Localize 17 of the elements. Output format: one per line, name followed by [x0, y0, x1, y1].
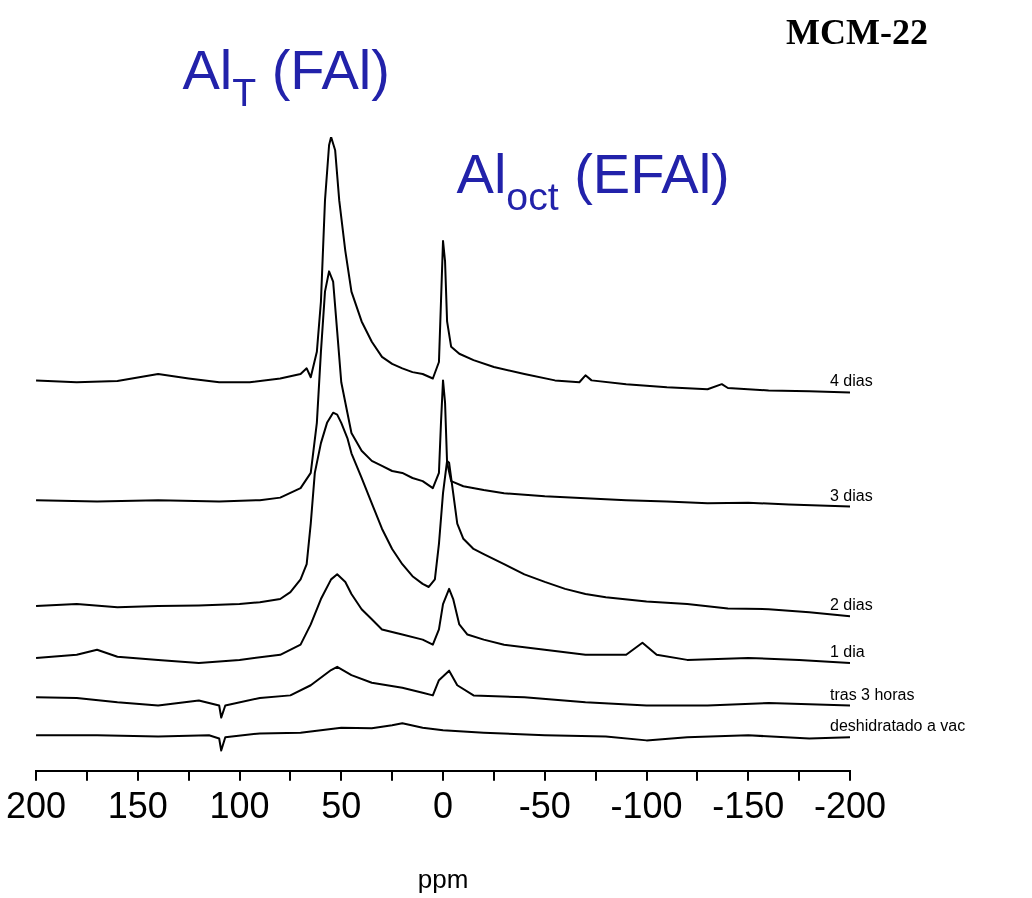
x-tick-label: 50: [321, 785, 362, 827]
series-label: deshidratado a vac: [830, 717, 966, 735]
x-tick-label: 0: [433, 785, 454, 827]
series-label: 2 dias: [830, 596, 873, 614]
series-label: 4 dias: [830, 372, 873, 390]
x-tick-label: -100: [610, 785, 683, 827]
x-tick-label: -50: [518, 785, 571, 827]
x-tick-label: -200: [813, 785, 887, 827]
series-label: 3 dias: [830, 486, 873, 504]
series-label: tras 3 horas: [830, 685, 915, 703]
x-axis-title: ppm: [417, 864, 469, 894]
x-tick-label: 100: [209, 785, 270, 827]
series-label: 1 dia: [830, 643, 865, 661]
x-tick-label: 150: [107, 785, 168, 827]
x-tick-label: 200: [5, 785, 67, 827]
chart-title: MCM-22: [786, 12, 928, 52]
x-tick-label: -150: [712, 785, 785, 827]
